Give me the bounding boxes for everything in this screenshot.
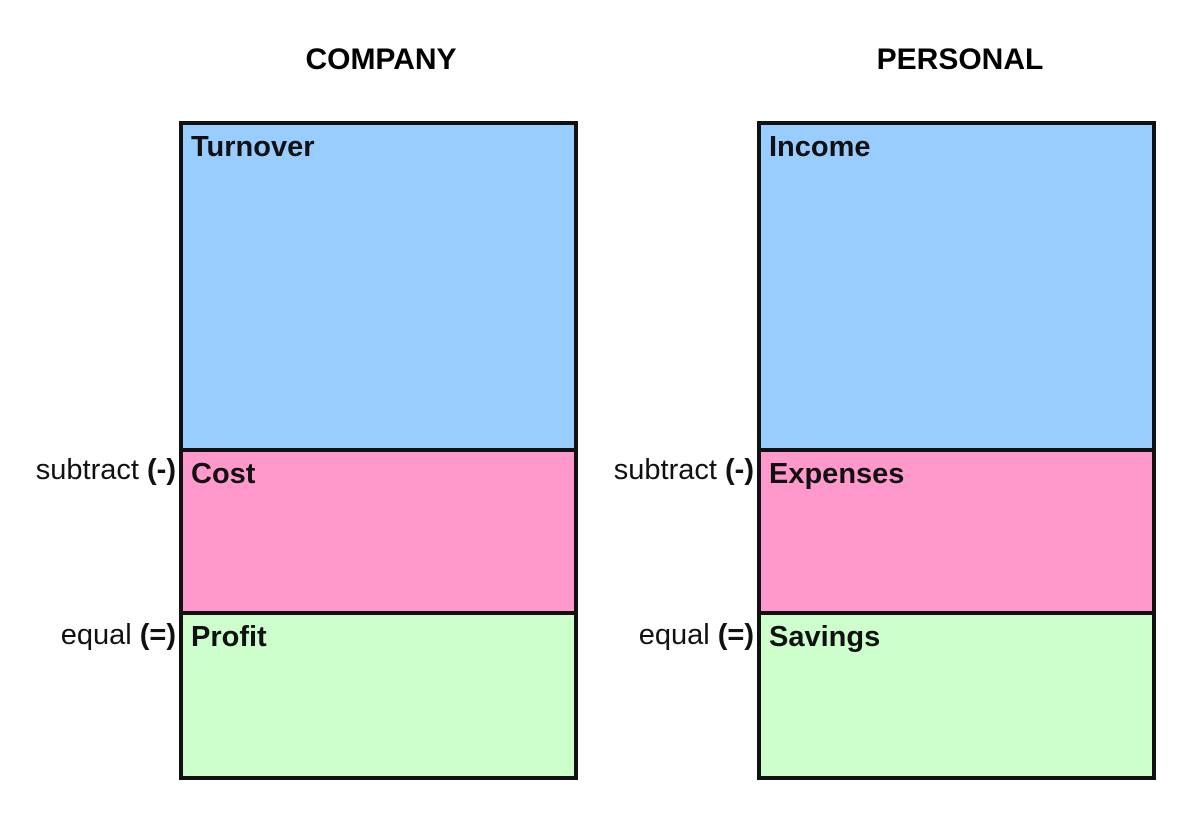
- equal-word: equal: [638, 619, 710, 651]
- profit-box: Profit: [179, 611, 578, 780]
- savings-box: Savings: [757, 611, 1156, 780]
- cost-box: Cost: [179, 448, 578, 615]
- profit-label: Profit: [191, 621, 267, 653]
- expenses-box: Expenses: [757, 448, 1156, 615]
- personal-column: Income Expenses Savings: [757, 121, 1156, 780]
- equal-symbol: (=): [717, 619, 754, 651]
- subtract-word: subtract: [613, 454, 717, 486]
- expenses-label: Expenses: [769, 458, 905, 490]
- income-box: Income: [757, 121, 1156, 452]
- cost-label: Cost: [191, 458, 256, 490]
- turnover-label: Turnover: [191, 131, 315, 163]
- income-label: Income: [769, 131, 871, 163]
- subtract-word: subtract: [35, 454, 139, 486]
- turnover-box: Turnover: [179, 121, 578, 452]
- personal-subtract-operator: subtract (-): [584, 452, 754, 488]
- personal-equal-operator: equal (=): [584, 617, 754, 653]
- equal-word: equal: [60, 619, 132, 651]
- equal-symbol: (=): [139, 619, 176, 651]
- company-subtract-operator: subtract (-): [6, 452, 176, 488]
- subtract-symbol: (-): [147, 454, 176, 486]
- company-column: Turnover Cost Profit: [179, 121, 578, 780]
- savings-label: Savings: [769, 621, 881, 653]
- subtract-symbol: (-): [725, 454, 754, 486]
- company-title: COMPANY: [305, 43, 457, 76]
- company-equal-operator: equal (=): [6, 617, 176, 653]
- personal-title: PERSONAL: [876, 43, 1044, 76]
